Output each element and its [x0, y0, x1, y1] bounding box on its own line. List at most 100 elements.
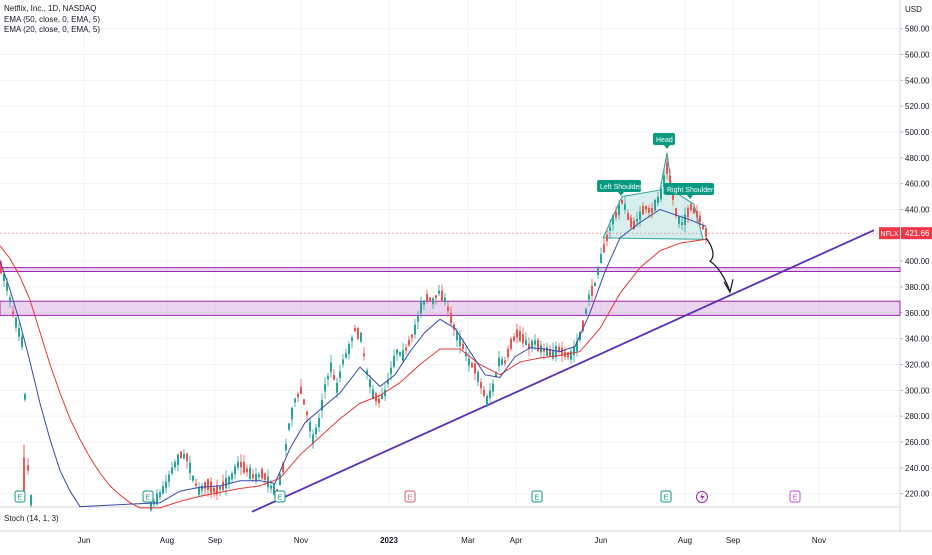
candle-body	[474, 363, 476, 374]
candle-body	[249, 467, 251, 479]
pattern-annotation: Left Shoulder	[597, 180, 642, 196]
time-tick-label: 2023	[380, 536, 398, 545]
candle-body	[498, 357, 500, 367]
candle-body	[525, 339, 527, 346]
candle-body	[627, 213, 629, 221]
candle-body	[198, 487, 200, 495]
annotation-label: Right Shoulder	[667, 187, 714, 194]
candle-body	[222, 481, 224, 491]
candle-body	[216, 485, 218, 495]
price-tick-label: 260.00	[905, 438, 930, 447]
candle-body	[354, 327, 356, 332]
candle-body	[282, 463, 284, 473]
candle-body	[609, 226, 611, 231]
candle-body	[18, 327, 20, 337]
candle-body	[12, 311, 14, 315]
candle-body	[291, 407, 293, 420]
price-tick-label: 280.00	[905, 412, 930, 421]
earnings-marker-box	[274, 490, 286, 503]
earnings-marker: E	[404, 490, 416, 503]
candle-body	[261, 469, 263, 479]
candle-body	[165, 481, 167, 489]
candle-body	[594, 282, 596, 287]
candle-body	[258, 474, 260, 477]
candle-body	[186, 453, 188, 462]
candle-body	[702, 225, 704, 230]
candle-body	[621, 199, 623, 204]
candle-body	[159, 492, 161, 498]
candle-body	[336, 382, 338, 393]
price-tick-label: 500.00	[905, 128, 930, 137]
candle-body	[663, 175, 665, 187]
annotation-pointer	[618, 192, 624, 196]
candle-body	[237, 461, 239, 468]
candle-body	[636, 218, 638, 222]
candle-body	[687, 208, 689, 218]
candle-body	[675, 208, 677, 217]
candle-body	[600, 254, 602, 264]
candle-body	[330, 362, 332, 372]
candle-body	[444, 297, 446, 303]
candle-body	[447, 306, 449, 312]
price-tick-label: 480.00	[905, 154, 930, 163]
candle-body	[9, 297, 11, 303]
candle-body	[555, 346, 557, 358]
candle-body	[23, 457, 25, 492]
candle-body	[429, 297, 431, 302]
price-tick-label: 340.00	[905, 335, 930, 344]
candle-body	[183, 453, 185, 459]
candle-body	[240, 461, 242, 468]
candle-body	[279, 473, 281, 486]
candle-body	[657, 196, 659, 203]
candle-body	[285, 443, 287, 451]
last-price-label: 421.66	[905, 229, 930, 238]
candle-body	[390, 367, 392, 375]
support-zone	[0, 267, 901, 272]
candle-body	[408, 339, 410, 346]
candle-body	[651, 207, 653, 213]
candle-body	[213, 487, 215, 493]
candle-body	[288, 423, 290, 430]
candle-body	[321, 399, 323, 411]
candle-body	[633, 220, 635, 229]
ema20-line	[0, 208, 707, 508]
candle-body	[357, 328, 359, 339]
candle-body	[576, 341, 578, 352]
candle-body	[546, 347, 548, 356]
candle-body	[156, 493, 158, 505]
candle-body	[582, 320, 584, 331]
candle-body	[558, 346, 560, 352]
candle-body	[300, 386, 302, 394]
candle-body	[174, 461, 176, 468]
candle-body	[573, 346, 575, 356]
candle-body	[420, 302, 422, 314]
candle-body	[678, 216, 680, 224]
candle-body	[585, 309, 587, 314]
earnings-marker-box	[14, 490, 26, 503]
candle-body	[606, 234, 608, 242]
candle-body	[252, 474, 254, 479]
ema20-label: EMA (20, close, 0, EMA, 5)	[4, 25, 101, 34]
candle-body	[456, 331, 458, 341]
price-tick-label: 300.00	[905, 386, 930, 395]
candle-body	[552, 349, 554, 359]
price-tick-label: 460.00	[905, 180, 930, 189]
candle-body	[480, 382, 482, 389]
candle-body	[537, 340, 539, 352]
candle-body	[489, 390, 491, 398]
candle-body	[417, 315, 419, 322]
price-tick-label: 400.00	[905, 257, 930, 266]
candle-body	[684, 214, 686, 226]
candle-body	[402, 350, 404, 361]
forecast-arrow	[705, 237, 731, 293]
candle-body	[516, 329, 518, 338]
pattern-annotation: Head	[653, 133, 675, 149]
candle-body	[381, 394, 383, 400]
candle-body	[231, 473, 233, 480]
candle-body	[435, 295, 437, 299]
candle-body	[243, 462, 245, 473]
annotation-label: Head	[656, 137, 673, 144]
time-tick-label: Nov	[294, 536, 308, 545]
candle-body	[528, 343, 530, 350]
candle-body	[264, 473, 266, 480]
